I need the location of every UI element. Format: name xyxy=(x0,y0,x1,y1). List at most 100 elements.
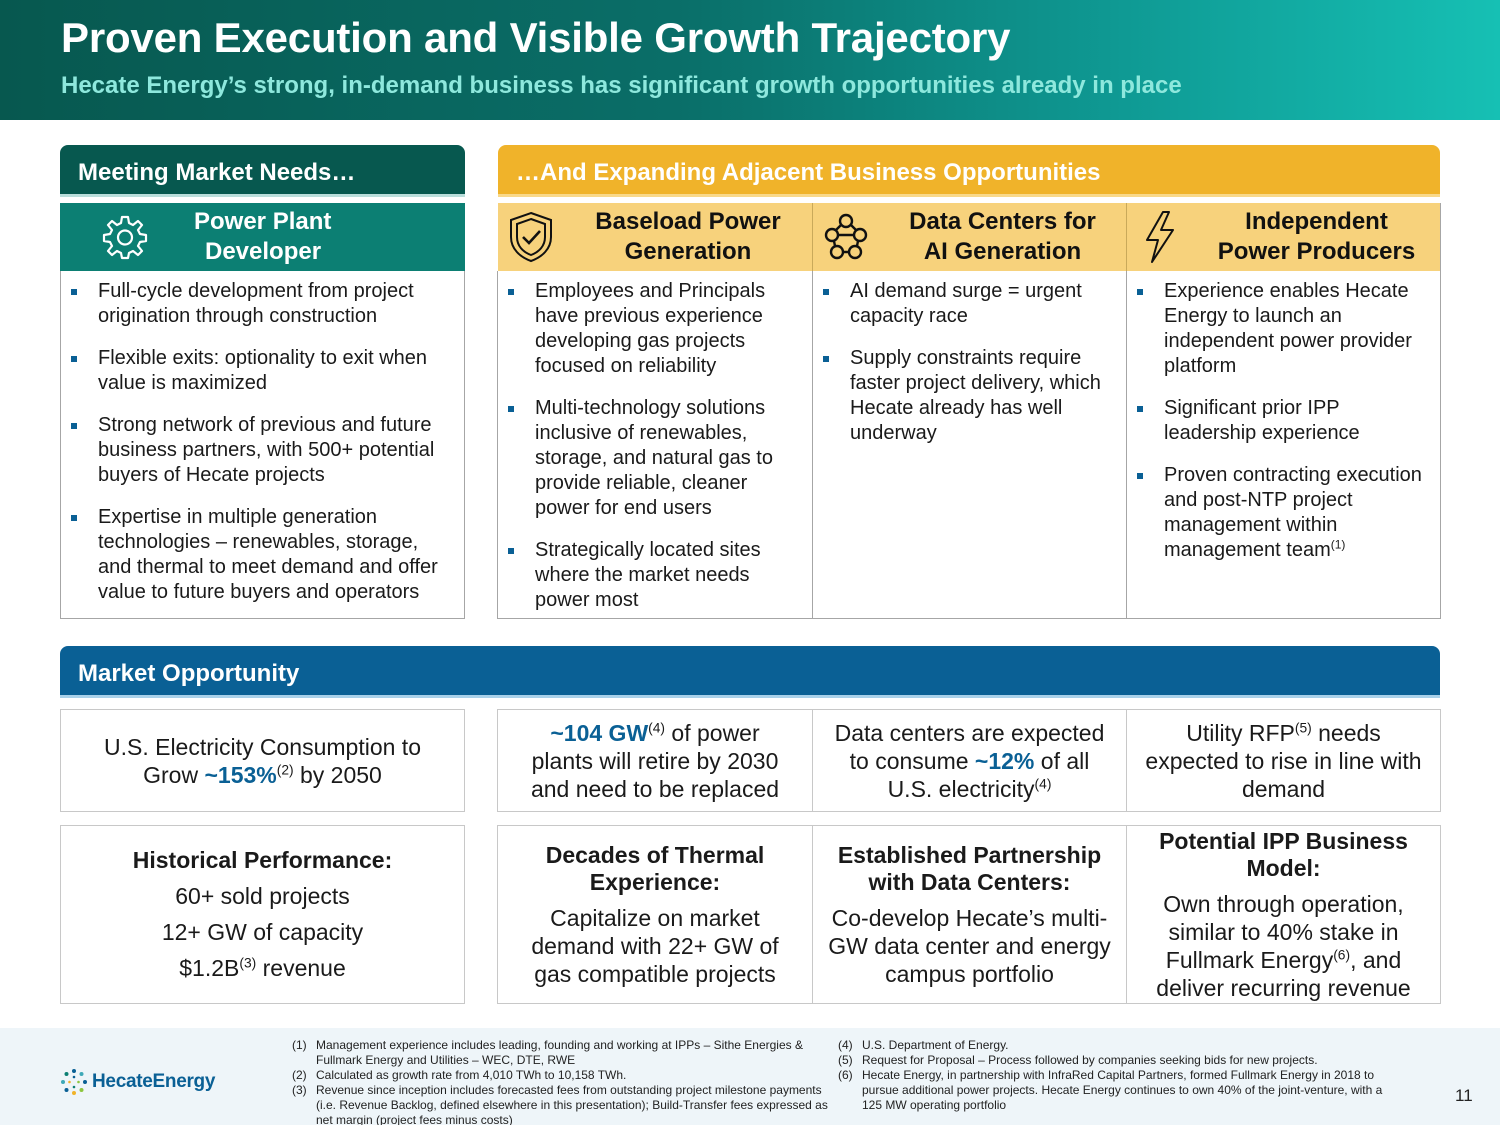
list-item: Strong network of previous and future bu… xyxy=(61,413,456,488)
footnote-number: (3) xyxy=(292,1083,307,1097)
stat-text: Utility RFP xyxy=(1186,719,1295,746)
stat-highlight: ~12% xyxy=(974,747,1035,774)
meeting-market-needs-bar: Meeting Market Needs… xyxy=(60,145,465,197)
shield-check-icon xyxy=(498,211,564,263)
footnote: (5) Request for Proposal – Process follow… xyxy=(838,1053,1388,1068)
network-icon xyxy=(813,213,879,261)
footnote-ref: (4) xyxy=(1034,775,1052,791)
footnote-number: (1) xyxy=(292,1038,307,1052)
historical-performance-box: Historical Performance: 60+ sold project… xyxy=(60,825,465,1004)
meeting-market-needs-title: Meeting Market Needs… xyxy=(78,159,356,186)
baseload-power-title-1: Baseload Power xyxy=(595,208,781,235)
slide-header: Proven Execution and Visible Growth Traj… xyxy=(0,0,1500,120)
footnote: (6) Hecate Energy, in partnership with In… xyxy=(838,1068,1388,1113)
ipp-model-text: , and deliver recurring revenue xyxy=(1156,946,1411,1001)
revenue-value: $1.2B xyxy=(179,955,240,981)
stat-utility-rfp: Utility RFP(5) needs expected to rise in… xyxy=(1126,709,1441,812)
revenue-label: revenue xyxy=(256,955,346,981)
list-item: AI demand surge = urgent capacity race xyxy=(813,279,1118,329)
ipp-model-box: Potential IPP Business Model: Own throug… xyxy=(1126,825,1441,1004)
list-item: Significant prior IPP leadership experie… xyxy=(1127,396,1432,446)
ipp-title-2: Power Producers xyxy=(1217,238,1416,265)
stat-text: of power plants will retire by 2030 and … xyxy=(530,719,780,802)
footnote-text: Calculated as growth rate from 4,010 TWh… xyxy=(316,1068,627,1082)
baseload-power-title-2: Generation xyxy=(624,238,752,265)
stat-data-center-consumption: Data centers are expected to consume ~12… xyxy=(812,709,1127,812)
logo-text: HecateEnergy xyxy=(92,1071,216,1092)
footnote-ref: (3) xyxy=(239,955,257,971)
list-item: Experience enables Hecate Energy to laun… xyxy=(1127,279,1432,379)
footnote: (1) Management experience includes leadin… xyxy=(292,1038,830,1068)
historical-performance-line: $1.2B(3) revenue xyxy=(179,954,346,982)
partnership-body: Co-develop Hecate’s multi-GW data center… xyxy=(828,904,1111,987)
data-centers-title-2: AI Generation xyxy=(923,238,1082,265)
footnote: (4) U.S. Department of Energy. xyxy=(838,1038,1388,1053)
partnership-box: Established Partnership with Data Center… xyxy=(812,825,1127,1004)
ipp-model-title: Potential IPP Business Model: xyxy=(1159,827,1408,881)
stat-consumption-growth: U.S. Electricity Consumption to Grow ~15… xyxy=(60,709,465,812)
lightning-icon xyxy=(1127,210,1193,264)
footnote-number: (6) xyxy=(838,1068,853,1082)
historical-performance-title: Historical Performance: xyxy=(132,847,393,873)
thermal-experience-body: Capitalize on market demand with 22+ GW … xyxy=(531,904,779,987)
footnote-text: Management experience includes leading, … xyxy=(316,1038,803,1067)
data-centers-header: Data Centers for AI Generation xyxy=(813,203,1127,271)
footnote-number: (2) xyxy=(292,1068,307,1082)
power-plant-developer-body: Full-cycle development from project orig… xyxy=(60,271,465,619)
data-centers-title-1: Data Centers for xyxy=(909,208,1096,235)
adjacent-opportunities-bar: …And Expanding Adjacent Business Opportu… xyxy=(498,145,1440,197)
list-item: Strategically located sites where the ma… xyxy=(498,538,804,613)
footnote: (2) Calculated as growth rate from 4,010 … xyxy=(292,1068,830,1083)
stat-text: U.S. Electricity Consumption to Grow xyxy=(103,733,421,788)
logo-mark-icon xyxy=(61,1069,87,1095)
stat-text: needs expected to rise in line with dema… xyxy=(1145,719,1422,802)
ipp-model-body: Own through operation, similar to 40% st… xyxy=(1151,890,1416,1002)
stat-plant-retirements: ~104 GW(4) of power plants will retire b… xyxy=(497,709,813,812)
list-item: Flexible exits: optionality to exit when… xyxy=(61,346,456,396)
stat-text: Data centers are expected to consume xyxy=(834,719,1105,774)
historical-performance-line: 60+ sold projects xyxy=(175,883,350,909)
stat-text: of all U.S. electricity xyxy=(887,747,1090,802)
list-item: Full-cycle development from project orig… xyxy=(61,279,456,329)
thermal-experience-title: Decades of Thermal Experience: xyxy=(545,841,765,895)
data-centers-body: AI demand surge = urgent capacity race S… xyxy=(812,271,1127,619)
page-title: Proven Execution and Visible Growth Traj… xyxy=(61,14,1011,61)
footnote-text: U.S. Department of Energy. xyxy=(862,1038,1009,1052)
list-item: Multi-technology solutions inclusive of … xyxy=(498,396,804,521)
ipp-header: Independent Power Producers xyxy=(1127,203,1441,271)
stat-text: by 2050 xyxy=(293,761,382,788)
footnotes-left: (1) Management experience includes leadin… xyxy=(292,1038,830,1125)
footnote: (3) Revenue since inception includes fore… xyxy=(292,1083,830,1125)
stat-highlight: ~104 GW xyxy=(550,719,649,746)
power-plant-developer-header: Power Plant Developer xyxy=(60,203,465,271)
footnotes-right: (4) U.S. Department of Energy. (5) Request… xyxy=(838,1038,1388,1113)
partnership-title: Established Partnership with Data Center… xyxy=(837,841,1102,895)
footnote-text: Hecate Energy, in partnership with Infra… xyxy=(862,1068,1383,1112)
footnote-number: (4) xyxy=(838,1038,853,1052)
list-item: Employees and Principals have previous e… xyxy=(498,279,804,379)
power-plant-developer-title-1: Power Plant xyxy=(194,208,332,235)
adjacent-opportunities-title: …And Expanding Adjacent Business Opportu… xyxy=(516,159,1101,186)
page-subtitle: Hecate Energy’s strong, in-demand busine… xyxy=(61,72,1182,99)
stat-highlight: ~153% xyxy=(204,761,277,788)
ipp-title-1: Independent xyxy=(1245,208,1388,235)
ipp-model-text: Own through operation, similar to 40% st… xyxy=(1163,890,1404,973)
gear-icon xyxy=(60,214,190,260)
list-item-text: Proven contracting execution and post-NT… xyxy=(1164,464,1422,561)
footnote-text: Request for Proposal – Process followed … xyxy=(862,1053,1318,1067)
baseload-power-body: Employees and Principals have previous e… xyxy=(497,271,813,619)
footnote-text: Revenue since inception includes forecas… xyxy=(316,1083,828,1125)
list-item: Expertise in multiple generation technol… xyxy=(61,505,456,605)
ipp-body: Experience enables Hecate Energy to laun… xyxy=(1126,271,1441,619)
footnote-number: (5) xyxy=(838,1053,853,1067)
market-opportunity-title: Market Opportunity xyxy=(78,660,300,687)
company-logo: HecateEnergy xyxy=(60,1068,215,1096)
footnote-ref: (5) xyxy=(1294,719,1312,735)
footnote-ref: (6) xyxy=(1333,946,1351,962)
footnote-ref: (2) xyxy=(276,761,294,777)
power-plant-developer-title-2: Developer xyxy=(205,238,322,265)
footnote-ref: (1) xyxy=(1330,537,1346,552)
page-number: 11 xyxy=(1455,1086,1473,1105)
footer: HecateEnergy (1) Management experience in… xyxy=(0,1028,1500,1125)
market-opportunity-bar: Market Opportunity xyxy=(60,646,1440,698)
